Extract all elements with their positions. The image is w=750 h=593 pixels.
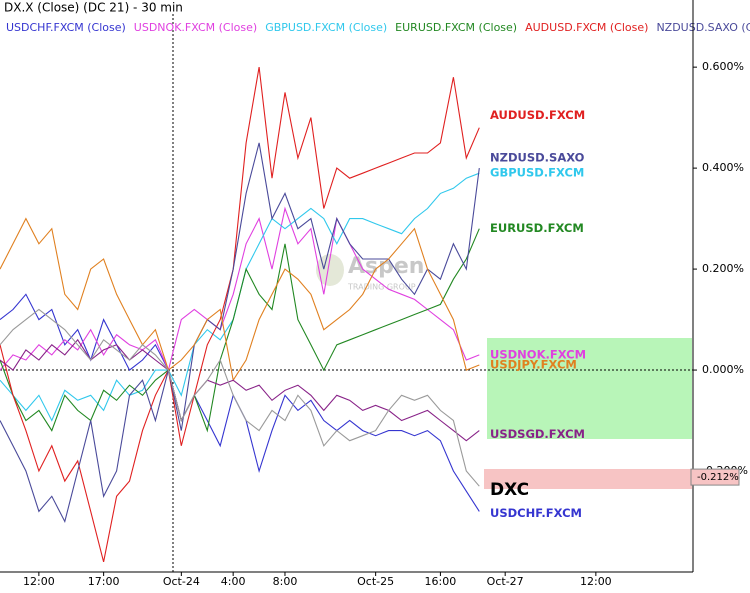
legend-entry: NZDUSD.SAXO (Close) [656,21,750,34]
y-tick-label: 0.400% [702,161,744,174]
current-value-box [690,468,740,486]
series-line [0,308,480,487]
x-tick-label: Oct-24 [163,575,200,588]
series-line [0,142,480,524]
x-tick-label: 12:00 [23,575,55,588]
end-label: USDNOK.FXCM [490,347,586,361]
watermark-text: Aspen [348,254,424,279]
x-tick-label: Oct-25 [357,575,394,588]
end-label: USDCHF.FXCM [490,506,582,520]
legend-entry: AUDUSD.FXCM (Close) [525,21,648,34]
legend: USDCHF.FXCM (Close) USDNOK.FXCM (Close) GB… [6,21,750,34]
y-tick-label: 0.200% [702,262,744,275]
x-tick-label: 4:00 [221,575,246,588]
axes: 0.600%0.400%0.200%0.000%-0.200%12:0017:0… [23,60,748,588]
end-label: DXC [490,480,529,500]
series-line [0,217,480,382]
series-lines [0,67,480,563]
watermark: Aspen TRADING GROUP [316,254,424,292]
end-label: GBPUSD.FXCM [490,166,584,180]
end-label: EURUSD.FXCM [490,221,584,235]
legend-entry: USDNOK.FXCM (Close) [134,21,257,34]
y-tick-label: 0.600% [702,60,744,73]
title-strip [0,0,693,14]
x-tick-label: Oct-27 [487,575,524,588]
x-tick-label: 12:00 [580,575,612,588]
end-labels: USDCHF.FXCM USDNOK.FXCM GBPUSD.FXCM EURUSD.… [490,108,586,520]
legend-entry: GBPUSD.FXCM (Close) [265,21,387,34]
series-line [0,338,480,442]
x-tick-label: 16:00 [425,575,457,588]
x-tick-label: 17:00 [88,575,120,588]
legend-entry: EURUSD.FXCM (Close) [395,21,517,34]
watermark-sub: TRADING GROUP [347,283,416,292]
dxc-band [484,469,692,489]
legend-entry: USDCHF.FXCM (Close) [6,21,126,34]
y-tick-label: 0.000% [702,363,744,376]
end-label: NZDUSD.SAXO [490,151,585,165]
x-tick-label: 8:00 [273,575,298,588]
current-value-label: -0.212% [697,472,739,483]
series-line [0,67,480,563]
chart-title: DX.X (Close) (DC 21) - 30 min [4,1,183,15]
end-label: USDJPY.FXCM [490,358,577,372]
watermark-logo [316,254,344,286]
series-line [0,228,480,433]
highlight-band [487,338,692,439]
end-label: AUDUSD.FXCM [490,108,585,122]
end-label: USDSGD.FXCM [490,427,585,441]
